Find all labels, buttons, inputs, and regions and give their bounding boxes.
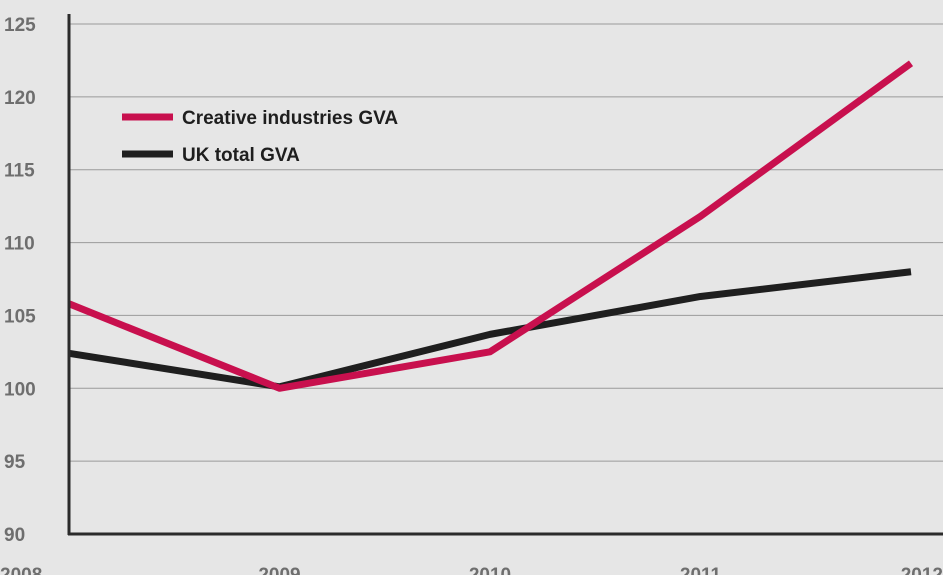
y-tick-label-90: 90 xyxy=(4,525,25,546)
y-tick-label-105: 105 xyxy=(4,306,36,327)
y-tick-label-100: 100 xyxy=(4,379,36,400)
y-tick-label-95: 95 xyxy=(4,452,26,473)
legend-label-0: Creative industries GVA xyxy=(182,108,398,129)
legend: Creative industries GVA UK total GVA xyxy=(122,108,398,166)
y-tick-label-115: 115 xyxy=(4,161,35,182)
legend-label-1: UK total GVA xyxy=(182,145,300,166)
x-tick-label-2008: 2008 xyxy=(0,565,42,575)
x-tick-label-2011: 2011 xyxy=(680,565,722,575)
y-tick-label-110: 110 xyxy=(4,234,35,255)
x-tick-label-2010: 2010 xyxy=(469,565,511,575)
y-tick-label-120: 120 xyxy=(4,88,36,109)
y-tick-labels: 90 95 100 105 110 115 120 125 xyxy=(4,15,36,546)
axes xyxy=(67,14,943,536)
series-line-1 xyxy=(68,268,912,391)
y-tick-label-125: 125 xyxy=(4,15,36,36)
x-tick-label-2009: 2009 xyxy=(258,565,300,575)
series-lines xyxy=(67,60,914,392)
gridlines xyxy=(69,23,943,462)
